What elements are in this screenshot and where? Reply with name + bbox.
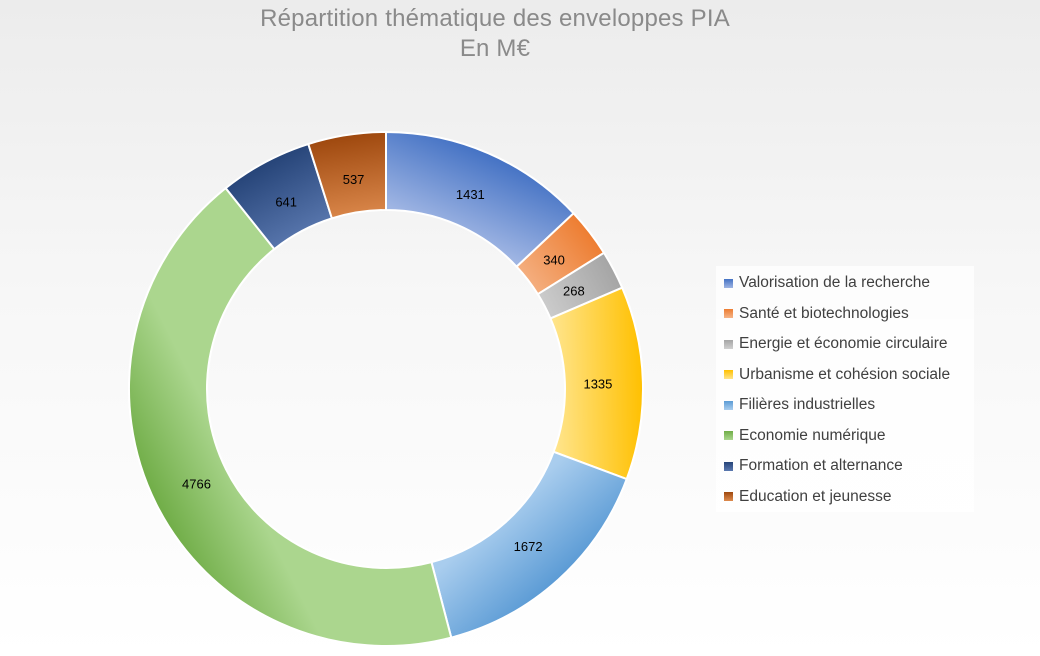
legend-label-5: Economie numérique — [739, 426, 886, 444]
legend-item-6: Formation et alternance — [716, 451, 974, 482]
legend-swatch-1 — [724, 309, 733, 319]
donut-slice-7 — [307, 130, 387, 220]
donut-slices — [128, 130, 644, 647]
legend-item-7: Education et jeunesse — [716, 482, 974, 513]
legend-swatch-0 — [724, 278, 733, 288]
legend-item-1: Santé et biotechnologies — [716, 299, 974, 330]
legend-swatch-2 — [724, 339, 733, 349]
slice-data-label-3: 1335 — [583, 377, 612, 392]
slice-data-label-7: 537 — [343, 172, 365, 187]
legend-swatch-7 — [724, 492, 733, 502]
slice-data-label-6: 641 — [275, 194, 297, 209]
chart-title-block: Répartition thématique des enveloppes PI… — [0, 4, 990, 64]
legend-label-6: Formation et alternance — [739, 457, 903, 475]
slice-data-label-1: 340 — [543, 252, 565, 267]
legend: Valorisation de la recherche Santé et bio… — [716, 266, 974, 512]
donut-slice-5 — [128, 186, 453, 647]
legend-item-5: Economie numérique — [716, 421, 974, 452]
legend-label-7: Education et jeunesse — [739, 487, 892, 505]
legend-swatch-3 — [724, 370, 733, 380]
legend-item-3: Urbanisme et cohésion sociale — [716, 360, 974, 391]
slice-data-label-2: 268 — [563, 283, 585, 298]
legend-label-0: Valorisation de la recherche — [739, 274, 930, 292]
slice-data-label-0: 1431 — [456, 187, 485, 202]
slice-data-label-5: 4766 — [182, 477, 211, 492]
legend-item-2: Energie et économie circulaire — [716, 329, 974, 360]
legend-label-2: Energie et économie circulaire — [739, 335, 948, 353]
slice-data-label-4: 1672 — [514, 539, 543, 554]
legend-swatch-4 — [724, 400, 733, 410]
legend-item-4: Filières industrielles — [716, 390, 974, 421]
legend-label-4: Filières industrielles — [739, 396, 876, 414]
chart-title: Répartition thématique des enveloppes PI… — [260, 5, 730, 32]
legend-item-0: Valorisation de la recherche — [716, 268, 974, 299]
legend-swatch-6 — [724, 461, 733, 471]
donut-slice-labels: 1431 340 268 1335 1672 4766 641 537 — [182, 172, 612, 554]
legend-label-3: Urbanisme et cohésion sociale — [739, 365, 951, 383]
legend-label-1: Santé et biotechnologies — [739, 304, 909, 322]
chart-subtitle: En M€ — [459, 35, 531, 62]
legend-swatch-5 — [724, 431, 733, 441]
